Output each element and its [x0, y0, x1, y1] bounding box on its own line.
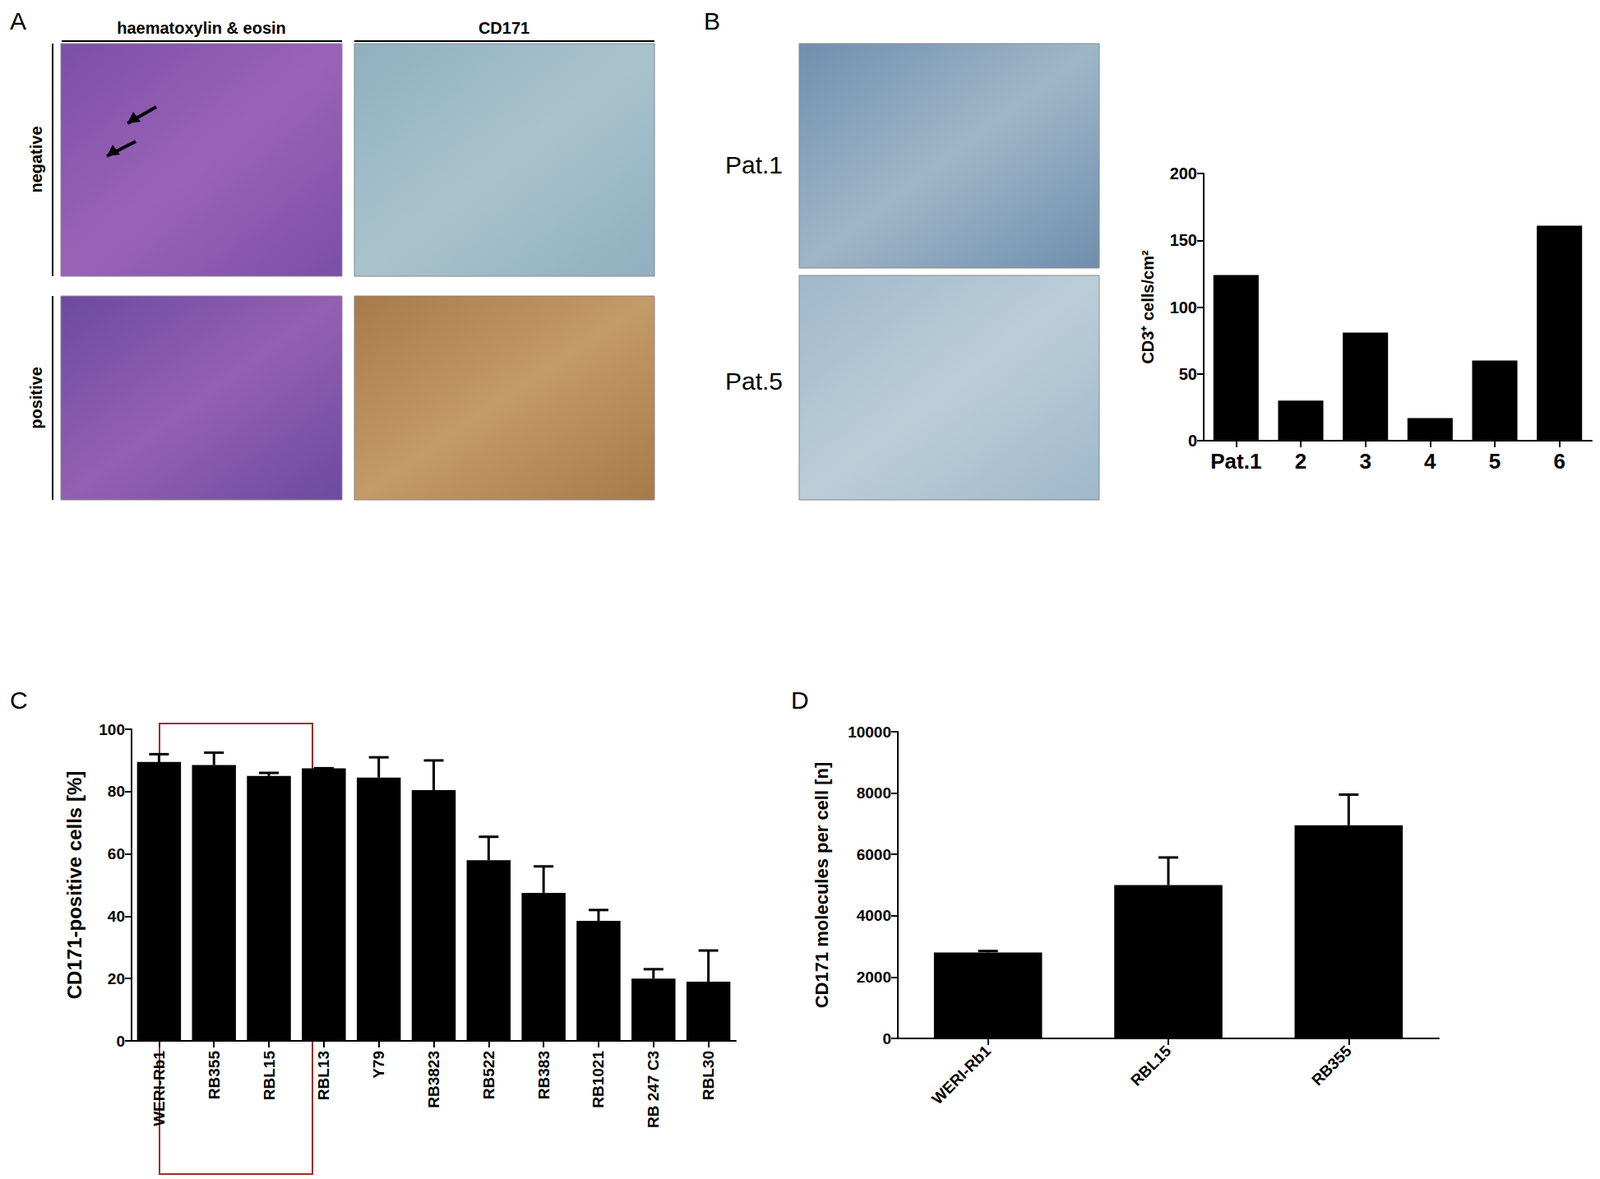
svg-text:CD171-positive cells [%]: CD171-positive cells [%] — [63, 771, 86, 999]
svg-text:RB3823: RB3823 — [425, 1050, 443, 1109]
svg-text:60: 60 — [107, 845, 125, 863]
svg-text:RBL30: RBL30 — [699, 1050, 717, 1101]
svg-text:0: 0 — [882, 1030, 892, 1048]
svg-text:Pat.1: Pat.1 — [725, 151, 783, 179]
svg-text:RB355: RB355 — [1308, 1041, 1355, 1089]
svg-text:40: 40 — [107, 907, 125, 925]
svg-text:A: A — [9, 7, 27, 35]
svg-text:CD171 molecules per cell [n]: CD171 molecules per cell [n] — [811, 762, 833, 1009]
svg-text:negative: negative — [27, 125, 46, 193]
svg-text:positive: positive — [27, 366, 46, 430]
svg-text:Y79: Y79 — [369, 1050, 388, 1079]
svg-text:RBL15: RBL15 — [1127, 1041, 1175, 1090]
svg-text:80: 80 — [107, 782, 125, 800]
svg-text:RB383: RB383 — [535, 1050, 553, 1100]
svg-text:CD3⁺ cells/cm²: CD3⁺ cells/cm² — [1138, 249, 1157, 365]
svg-text:RBL13: RBL13 — [314, 1050, 333, 1101]
svg-text:RBL15: RBL15 — [260, 1050, 278, 1101]
svg-text:6: 6 — [1553, 448, 1565, 474]
svg-text:haematoxylin & eosin: haematoxylin & eosin — [116, 18, 287, 37]
svg-text:2: 2 — [1294, 448, 1307, 474]
svg-text:D: D — [790, 686, 810, 714]
svg-text:8000: 8000 — [856, 784, 892, 802]
svg-text:5: 5 — [1489, 448, 1501, 474]
svg-text:0: 0 — [1188, 431, 1198, 450]
svg-text:150: 150 — [1169, 231, 1198, 250]
svg-text:50: 50 — [1179, 365, 1198, 384]
svg-text:100: 100 — [98, 721, 125, 739]
svg-text:RB355: RB355 — [205, 1050, 223, 1101]
svg-text:RB522: RB522 — [480, 1050, 498, 1100]
svg-text:WERI-Rb1: WERI-Rb1 — [150, 1050, 168, 1127]
svg-text:20: 20 — [107, 970, 125, 988]
svg-text:4: 4 — [1424, 448, 1437, 474]
svg-text:CD171: CD171 — [478, 18, 530, 37]
svg-text:200: 200 — [1169, 164, 1198, 183]
svg-text:C: C — [9, 686, 28, 714]
svg-text:RB1021: RB1021 — [589, 1050, 607, 1109]
svg-text:RB 247 C3: RB 247 C3 — [644, 1050, 662, 1129]
svg-text:4000: 4000 — [856, 906, 892, 925]
svg-text:100: 100 — [1169, 298, 1198, 317]
svg-text:10000: 10000 — [847, 723, 892, 741]
svg-text:0: 0 — [115, 1032, 125, 1050]
svg-text:B: B — [703, 7, 721, 35]
svg-text:3: 3 — [1359, 448, 1371, 474]
svg-text:2000: 2000 — [856, 968, 892, 986]
svg-text:6000: 6000 — [856, 846, 892, 864]
svg-text:Pat.1: Pat.1 — [1210, 448, 1262, 474]
svg-text:WERI-Rb1: WERI-Rb1 — [928, 1041, 995, 1108]
svg-text:Pat.5: Pat.5 — [725, 367, 783, 395]
